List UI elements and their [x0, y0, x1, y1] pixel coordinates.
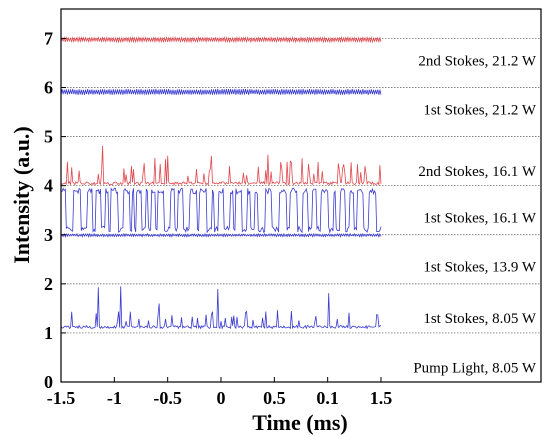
y-tick-label: 5	[44, 127, 53, 147]
trace-label: 1st Stokes, 16.1 W	[423, 211, 536, 227]
x-tick-label: -1.5	[47, 388, 76, 408]
y-axis-title: Intensity (a.u.)	[9, 126, 34, 264]
trace-label: 1st Stokes, 8.05 W	[423, 311, 536, 327]
trace-label: Pump Light, 8.05 W	[413, 360, 536, 376]
trace-group	[60, 35, 382, 330]
trace-1st-stokes-16-1-w	[60, 187, 382, 234]
y-tick-label: 7	[44, 28, 53, 48]
x-tick-label: 0	[217, 388, 226, 408]
axis-ticks: -1.5 -1 -0.5 0 0.5 0.1 1.5 0 1 2 3 4 5 6 7	[44, 28, 392, 408]
plot-frame	[60, 8, 542, 383]
y-tick-label: 3	[44, 225, 53, 245]
trace-2nd-stokes-16-1-w	[60, 145, 382, 187]
trace-label: 2nd Stokes, 21.2 W	[418, 54, 536, 70]
trace-1st-stokes-21-2-w	[60, 88, 382, 96]
y-tick-label: 6	[44, 78, 53, 98]
trace-2nd-stokes-21-2-w	[60, 35, 382, 44]
x-tick-label: 0.5	[263, 388, 286, 408]
x-tick-label: -0.5	[153, 388, 182, 408]
y-tick-label: 4	[44, 176, 53, 196]
trace-label: 1st Stokes, 21.2 W	[423, 103, 536, 119]
trace-1st-stokes-13-9-w	[60, 232, 382, 238]
x-tick-label: -1	[107, 388, 122, 408]
trace-annotations: 2nd Stokes, 21.2 W 1st Stokes, 21.2 W 2nd …	[413, 54, 536, 377]
trace-label: 1st Stokes, 13.9 W	[423, 260, 536, 276]
trace-label: 2nd Stokes, 16.1 W	[418, 164, 536, 180]
x-tick-label: 1.5	[370, 388, 393, 408]
trace-1st-stokes-8-05-w	[60, 286, 382, 330]
y-tick-label: 1	[44, 323, 53, 343]
y-tick-label: 0	[44, 372, 53, 392]
x-axis-title: Time (ms)	[252, 410, 348, 435]
baseline-grid	[61, 38, 541, 334]
y-tick-label: 2	[44, 274, 53, 294]
x-tick-label: 0.1	[316, 388, 339, 408]
